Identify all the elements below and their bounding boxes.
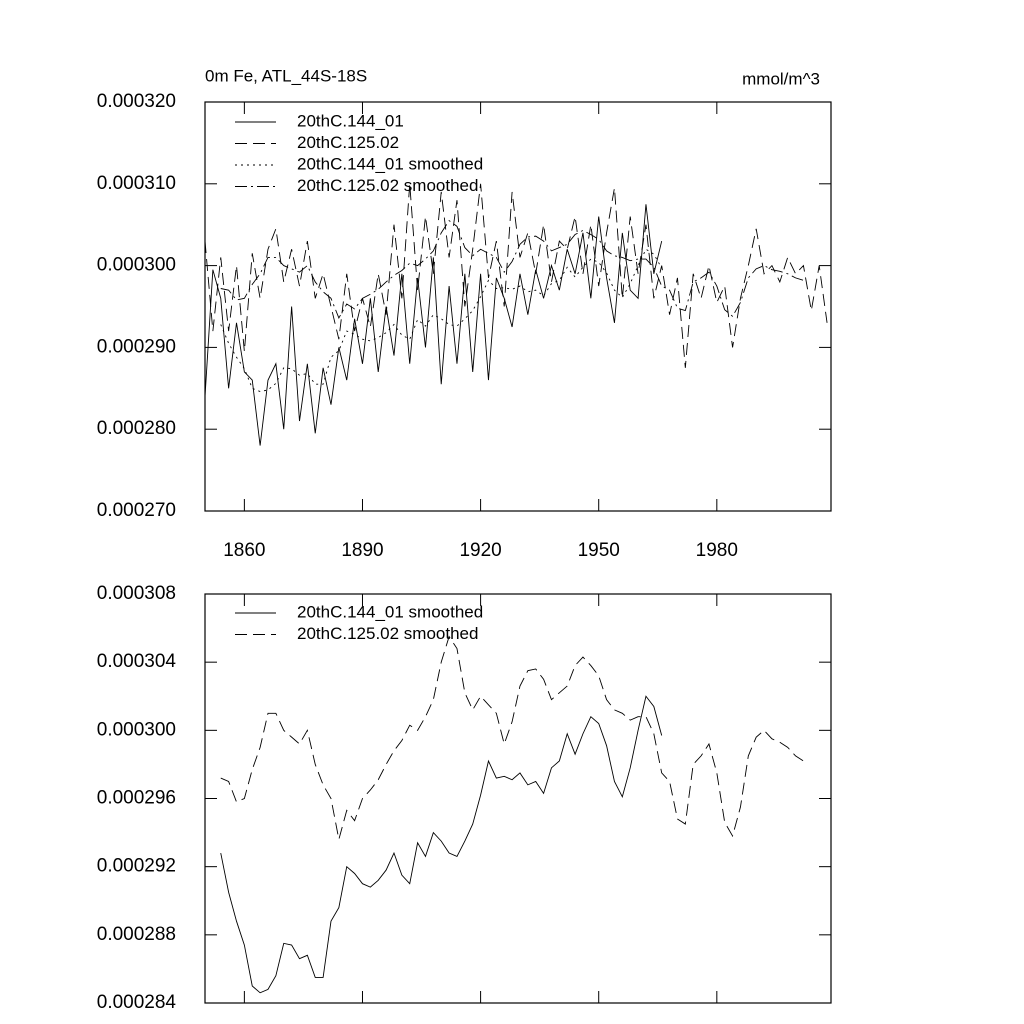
series-line [220,219,804,319]
y-tick-label: 0.000288 [97,924,176,945]
x-tick-label: 1890 [341,540,383,561]
legend-label: 20thC.125.02 [297,133,399,152]
legend-label: 20thC.125.02 smoothed [297,176,478,195]
series-line [204,183,828,368]
y-tick-label: 0.000304 [97,651,177,672]
legend-label: 20thC.144_01 smoothed [297,602,483,621]
y-tick-label: 0.000296 [97,788,176,809]
x-tick-label: 1860 [223,540,265,561]
y-tick-label: 0.000284 [97,992,177,1013]
y-tick-label: 0.000300 [97,255,176,276]
chart-title: 0m Fe, ATL_44S-18S [205,66,367,85]
y-tick-label: 0.000280 [97,418,176,439]
legend-label: 20thC.144_01 [297,111,404,130]
y-tick-label: 0.000292 [97,856,176,877]
y-tick-label: 0.000308 [97,583,176,604]
y-tick-label: 0.000300 [97,719,176,740]
x-tick-label: 1950 [578,540,620,561]
x-tick-label: 1920 [459,540,501,561]
y-tick-label: 0.000270 [97,500,176,521]
y-tick-label: 0.000320 [97,91,176,112]
legend-label: 20thC.125.02 smoothed [297,624,478,643]
legend-label: 20thC.144_01 smoothed [297,154,483,173]
plot-frame [204,101,832,512]
series-line [220,248,663,393]
y-tick-label: 0.000290 [97,336,176,357]
y-tick-label: 0.000310 [97,173,176,194]
series-line [220,635,804,840]
units-label: mmol/m^3 [742,69,820,88]
x-tick-label: 1980 [696,540,738,561]
series-line [220,695,663,994]
